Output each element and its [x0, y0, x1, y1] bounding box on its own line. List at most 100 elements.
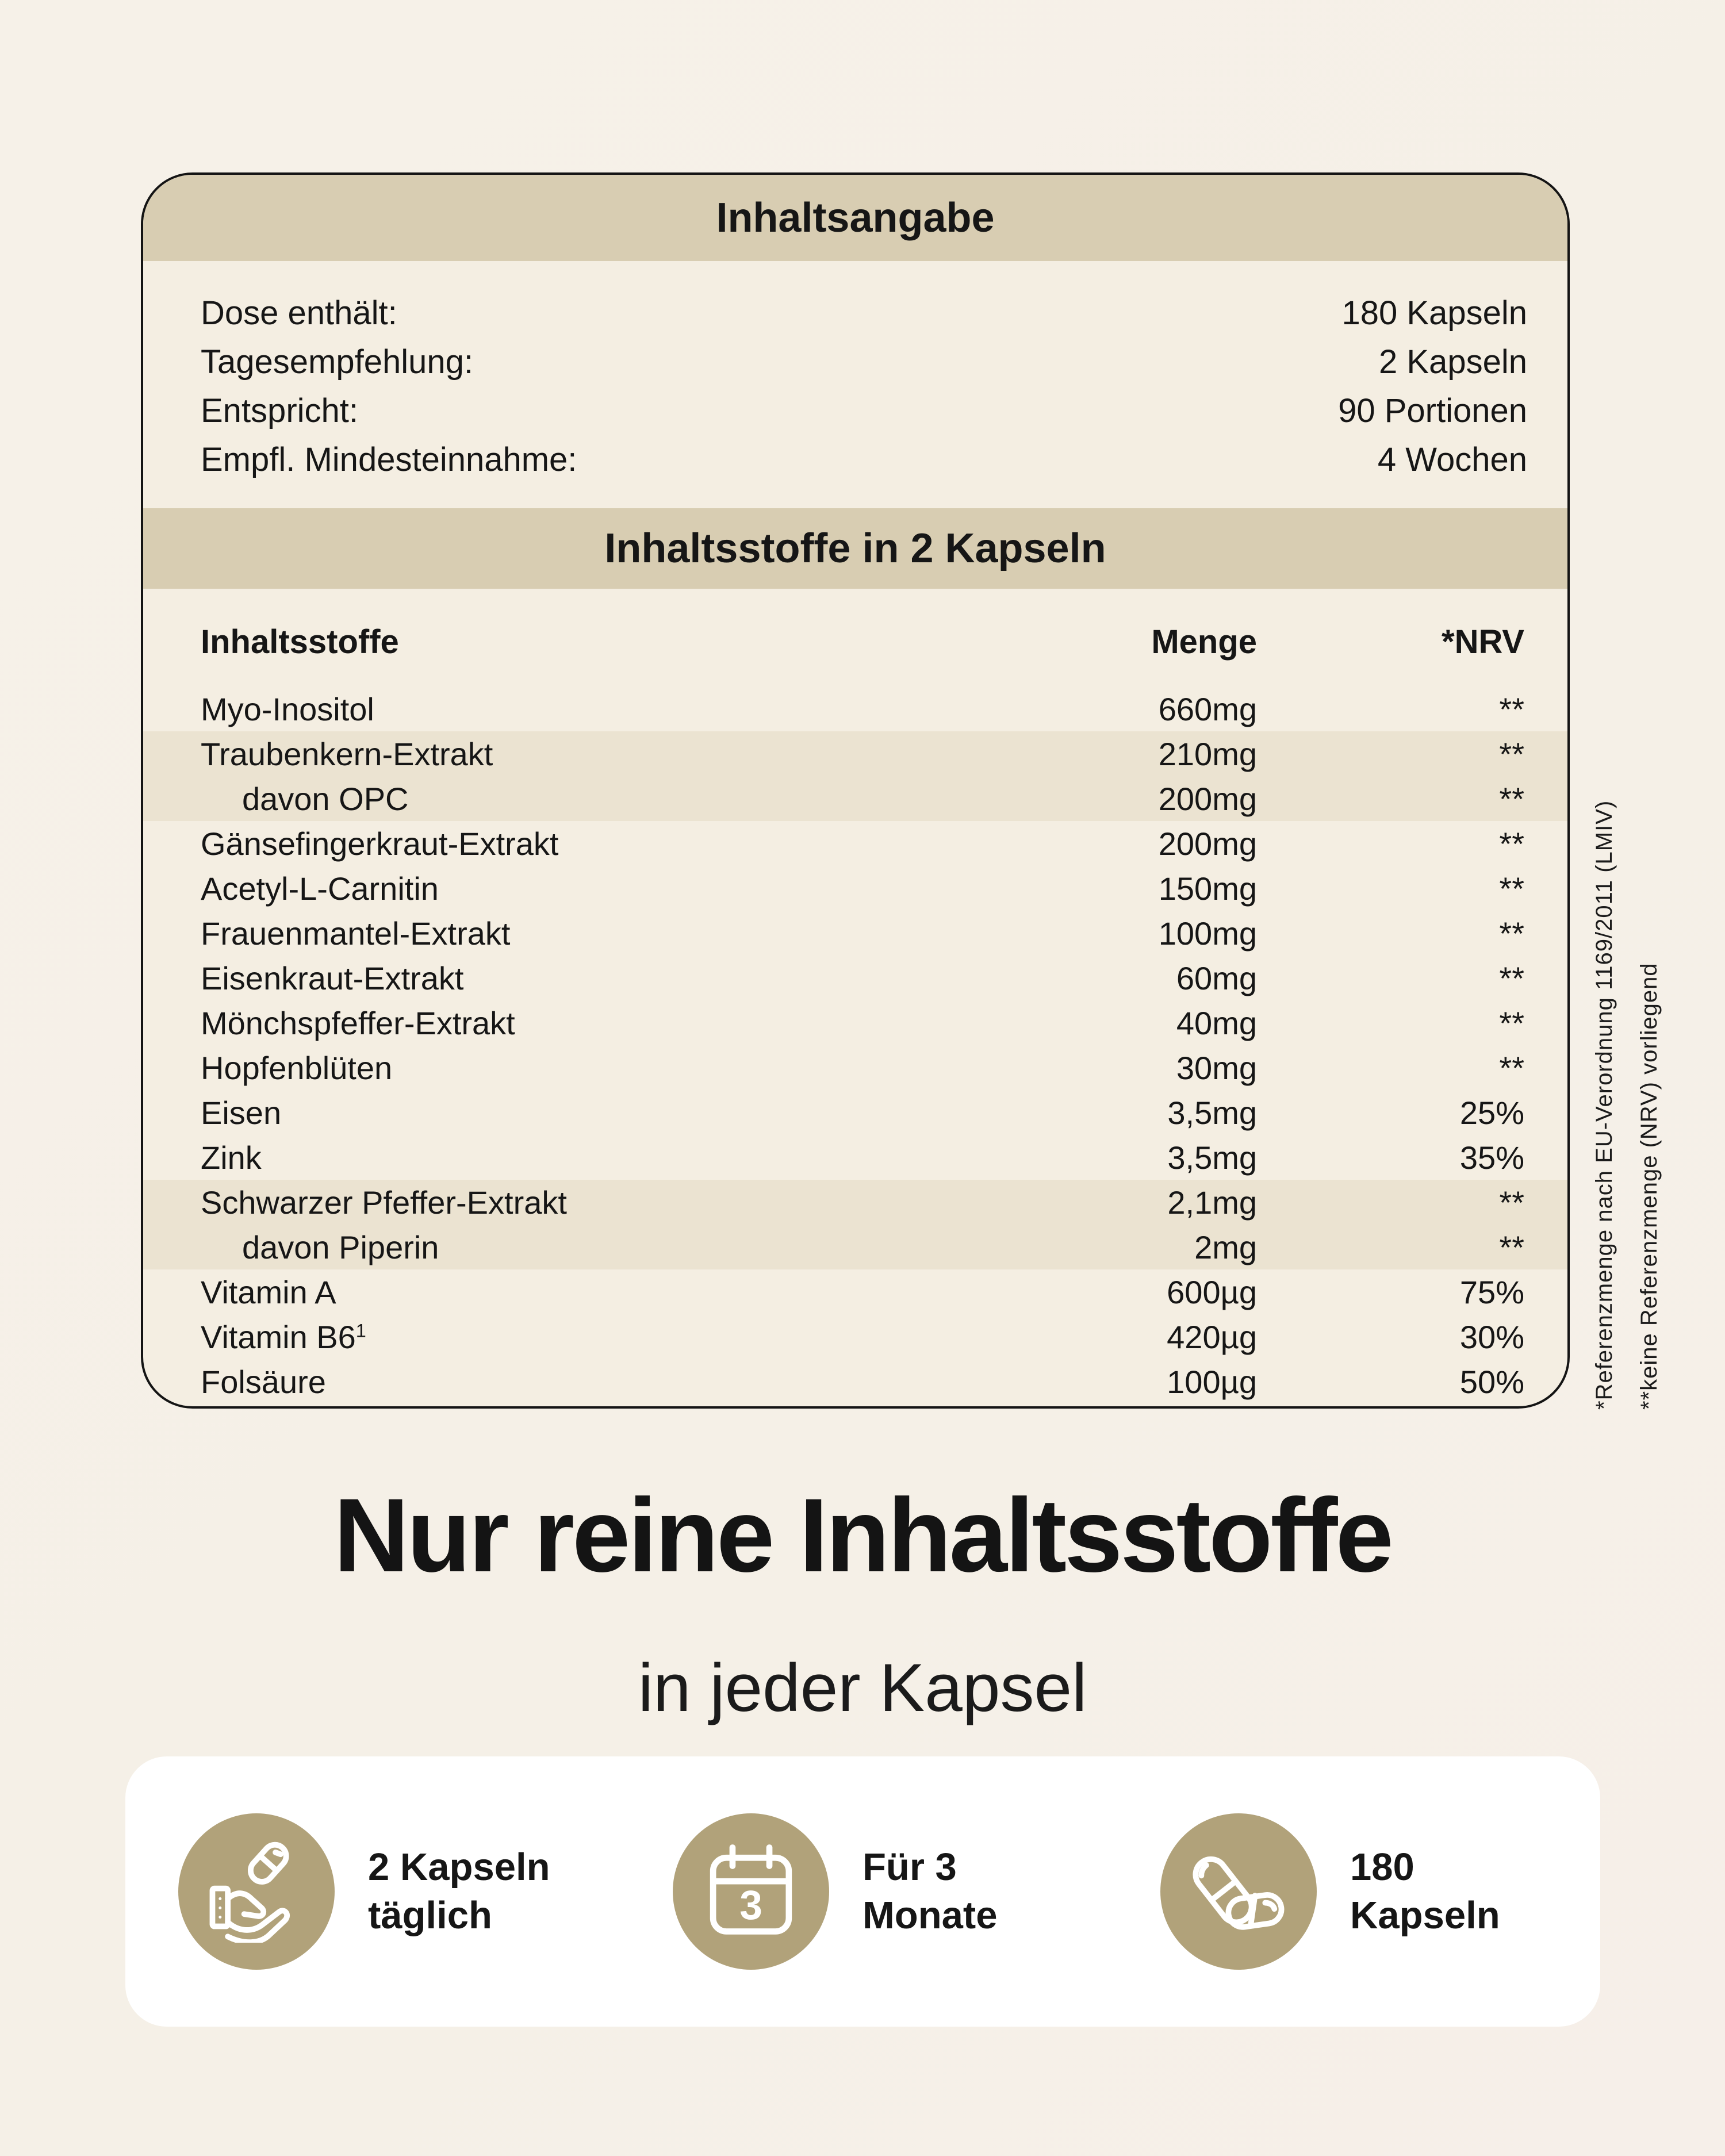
card-title-band: Inhaltsangabe: [143, 175, 1567, 261]
info-label: Entspricht:: [201, 392, 358, 429]
ingredient-nrv: **: [1499, 690, 1524, 727]
table-row: Schwarzer Pfeffer-Extrakt 2,1mg **: [143, 1180, 1567, 1225]
table-header-amount: Menge: [1151, 623, 1257, 661]
info-label: Empfl. Mindesteinnahme:: [201, 441, 577, 478]
table-row: Eisen 3,5mg 25%: [143, 1090, 1567, 1135]
dose-info-section: Dose enthält: 180 Kapseln Tagesempfehlung:…: [143, 261, 1567, 508]
table-row: davon OPC 200mg **: [143, 776, 1567, 821]
table-row: Myo-Inositol 660mg **: [143, 686, 1567, 731]
benefit-caption: 2 Kapseln täglich: [368, 1843, 550, 1940]
ingredient-amount: 100µg: [1167, 1363, 1257, 1400]
benefit-caption-line1: Für 3: [862, 1846, 957, 1889]
hand-capsule-icon: [209, 1842, 290, 1943]
benefit-caption-line2: Kapseln: [1350, 1894, 1500, 1937]
ingredient-name-superscript: 1: [355, 1319, 366, 1341]
benefit-count: 180 Kapseln: [1160, 1813, 1500, 1970]
info-value: 90 Portionen: [1338, 392, 1527, 429]
ingredient-nrv: 75%: [1459, 1273, 1524, 1310]
benefit-caption: 180 Kapseln: [1350, 1843, 1500, 1940]
benefit-circle: 3: [673, 1813, 829, 1970]
ingredient-name: Myo-Inositol: [201, 690, 374, 727]
ingredient-nrv: **: [1499, 735, 1524, 772]
calendar-icon: 3: [710, 1844, 792, 1935]
ingredient-nrv: **: [1499, 1004, 1524, 1041]
ingredient-amount: 30mg: [1176, 1049, 1257, 1086]
ingredient-name: Acetyl-L-Carnitin: [201, 870, 439, 907]
ingredient-amount: 600µg: [1167, 1273, 1257, 1310]
info-value: 180 Kapseln: [1341, 294, 1527, 332]
table-row: Acetyl-L-Carnitin 150mg **: [143, 866, 1567, 911]
ingredient-name: Frauenmantel-Extrakt: [201, 915, 511, 952]
ingredient-nrv: 25%: [1459, 1094, 1524, 1131]
ingredient-name: Vitamin A: [201, 1273, 336, 1310]
ingredient-name: davon Piperin: [242, 1229, 439, 1265]
table-row: Gänsefingerkraut-Extrakt 200mg **: [143, 821, 1567, 866]
table-row: Folsäure 100µg 50%: [143, 1359, 1567, 1404]
table-header-row: Inhaltsstoffe Menge *NRV: [143, 589, 1567, 686]
benefit-circle: [178, 1813, 335, 1970]
info-label: Tagesempfehlung:: [201, 343, 473, 381]
ingredient-name: Eisenkraut-Extrakt: [201, 960, 464, 996]
ingredient-name: Vitamin B61: [201, 1318, 366, 1355]
ingredient-nrv: **: [1499, 780, 1524, 817]
ingredients-table-body: Myo-Inositol 660mg ** Traubenkern-Extrakt 21…: [143, 686, 1567, 1404]
ingredient-nrv: **: [1499, 915, 1524, 952]
benefits-bar: 2 Kapseln täglich 3 Für 3 Monate: [125, 1756, 1600, 2027]
info-row: Dose enthält: 180 Kapseln: [201, 289, 1527, 337]
benefit-caption-line2: täglich: [368, 1894, 492, 1937]
benefit-duration: 3 Für 3 Monate: [673, 1813, 998, 1970]
claim-subheadline: in jeder Kapsel: [638, 1650, 1087, 1726]
benefit-caption-line1: 2 Kapseln: [368, 1846, 550, 1889]
benefit-daily-dose: 2 Kapseln täglich: [178, 1813, 550, 1970]
ingredient-amount: 200mg: [1158, 825, 1257, 862]
ingredient-amount: 2mg: [1194, 1229, 1257, 1265]
info-value: 2 Kapseln: [1379, 343, 1527, 381]
benefit-caption: Für 3 Monate: [862, 1843, 998, 1940]
ingredients-band: Inhaltsstoffe in 2 Kapseln: [143, 508, 1567, 589]
ingredient-amount: 200mg: [1158, 780, 1257, 817]
ingredient-nrv: **: [1499, 825, 1524, 862]
ingredient-amount: 210mg: [1158, 735, 1257, 772]
footnote-reference-text: *Referenzmenge nach EU-Verordnung 1169/2…: [1592, 800, 1617, 1410]
table-header-ingredients: Inhaltsstoffe: [201, 623, 399, 661]
info-value: 4 Wochen: [1377, 441, 1527, 478]
ingredient-nrv: **: [1499, 1049, 1524, 1086]
ingredient-name: Schwarzer Pfeffer-Extrakt: [201, 1184, 567, 1221]
claim-headline: Nur reine Inhaltsstoffe: [334, 1476, 1394, 1594]
ingredient-amount: 3,5mg: [1167, 1094, 1257, 1131]
ingredient-amount: 3,5mg: [1167, 1139, 1257, 1176]
footnote-no-nrv-text: **keine Referenzmenge (NRV) vorliegend: [1636, 962, 1662, 1410]
table-row: Traubenkern-Extrakt 210mg **: [143, 731, 1567, 776]
info-row: Empfl. Mindesteinnahme: 4 Wochen: [201, 435, 1527, 484]
ingredient-nrv: 35%: [1459, 1139, 1524, 1176]
ingredient-name: Hopfenblüten: [201, 1049, 393, 1086]
benefit-circle: [1160, 1813, 1317, 1970]
card-title: Inhaltsangabe: [716, 195, 995, 241]
benefit-caption-line2: Monate: [862, 1894, 998, 1937]
ingredient-amount: 150mg: [1158, 870, 1257, 907]
calendar-number: 3: [739, 1883, 762, 1928]
ingredients-band-title: Inhaltsstoffe in 2 Kapseln: [604, 525, 1106, 571]
ingredient-name: Eisen: [201, 1094, 282, 1131]
ingredient-amount: 100mg: [1158, 915, 1257, 952]
ingredient-amount: 2,1mg: [1167, 1184, 1257, 1221]
ingredient-name: Mönchspfeffer-Extrakt: [201, 1004, 515, 1041]
ingredient-nrv: **: [1499, 1229, 1524, 1265]
capsules-icon: [1193, 1856, 1285, 1930]
ingredient-amount: 60mg: [1176, 960, 1257, 996]
table-row: Frauenmantel-Extrakt 100mg **: [143, 911, 1567, 956]
ingredient-nrv: 30%: [1459, 1318, 1524, 1355]
ingredient-name: davon OPC: [242, 780, 409, 817]
table-row: Vitamin B61 420µg 30%: [143, 1314, 1567, 1359]
info-label: Dose enthält:: [201, 294, 397, 332]
ingredient-name: Folsäure: [201, 1363, 326, 1400]
ingredient-nrv: **: [1499, 1184, 1524, 1221]
ingredient-nrv: **: [1499, 960, 1524, 996]
nutrition-facts-card: Inhaltsangabe Dose enthält: 180 Kapseln Ta…: [141, 172, 1570, 1409]
table-row: Vitamin A 600µg 75%: [143, 1269, 1567, 1314]
table-row: Mönchspfeffer-Extrakt 40mg **: [143, 1000, 1567, 1045]
info-row: Entspricht: 90 Portionen: [201, 386, 1527, 435]
benefit-caption-line1: 180: [1350, 1846, 1414, 1889]
table-row: Hopfenblüten 30mg **: [143, 1045, 1567, 1090]
